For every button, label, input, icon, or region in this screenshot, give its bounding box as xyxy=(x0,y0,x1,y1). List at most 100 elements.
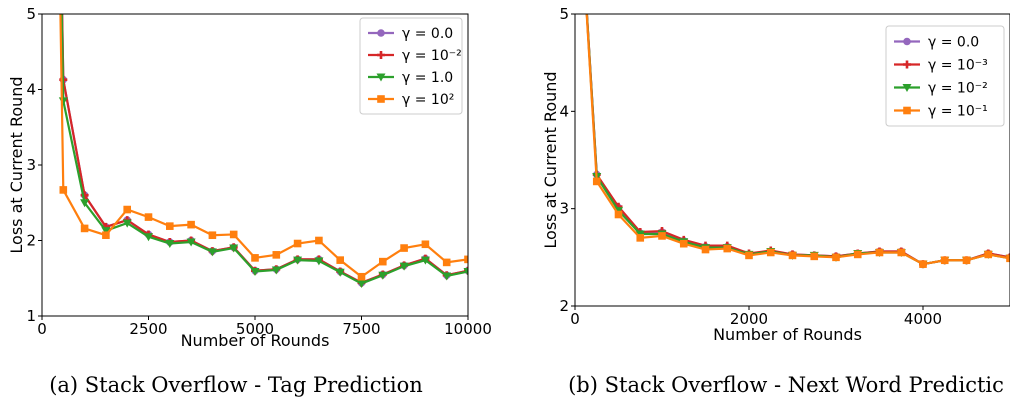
chart-a-x-axis-label: Number of Rounds xyxy=(181,331,330,350)
chart-a-series-3-point xyxy=(80,224,89,233)
chart-a-x-tick-label: 0 xyxy=(37,320,47,338)
chart-a-series-3-point xyxy=(442,258,451,267)
chart-a-series-3-point xyxy=(400,244,408,252)
chart-a-y-tick-label: 3 xyxy=(26,156,36,174)
chart-a-y-axis-label: Loss at Current Round xyxy=(7,76,26,253)
chart-a-series-3-point xyxy=(357,272,366,281)
chart-a-series-3-point xyxy=(187,220,195,229)
chart-a-legend-marker-3 xyxy=(377,95,385,103)
chart-a-series-3-point xyxy=(272,251,281,259)
chart-b-series-3-point xyxy=(723,244,732,253)
chart-b-x-tick-label: 4000 xyxy=(904,310,942,328)
chart-a-legend-entry-2: γ = 1.0 xyxy=(402,70,453,86)
chart-a-series-2-point xyxy=(271,266,281,275)
chart-a-series-3-point xyxy=(144,213,153,221)
chart-a-series-2-point xyxy=(186,238,196,247)
chart-a-y-tick-label: 2 xyxy=(26,232,36,250)
chart-b-series-3-point xyxy=(810,252,819,261)
chart-a-series-3-point xyxy=(464,255,468,264)
chart-b-series-3-point xyxy=(897,248,906,257)
chart-b-series-3-point xyxy=(940,256,949,265)
chart-a-series-2-point xyxy=(399,262,409,271)
chart-a-series-2-point xyxy=(335,268,345,277)
chart-b-legend-marker-3 xyxy=(903,106,911,115)
chart-b-series-3-point xyxy=(984,250,993,259)
chart-b-y-tick-label: 2 xyxy=(559,297,569,315)
chart-b-y-tick-label: 4 xyxy=(559,102,569,120)
chart-a-series-3-point xyxy=(293,239,302,248)
chart-a-series-2-point xyxy=(207,248,217,257)
chart-b-series-3-point xyxy=(636,234,645,242)
chart-b-legend-entry-2: γ = 10⁻² xyxy=(928,81,988,97)
chart-a-legend: γ = 0.0 γ = 10⁻² γ = 1.0 γ = 10² xyxy=(359,17,463,115)
chart-b-legend-marker-0 xyxy=(903,37,911,46)
chart-a-series-2-point xyxy=(101,227,111,236)
chart-a-caption: (a) Stack Overflow - Tag Prediction xyxy=(49,373,423,397)
chart-b-series-3-point xyxy=(614,210,623,219)
chart-a-series-2-point xyxy=(250,267,260,276)
chart-a-series-2-point xyxy=(420,256,430,265)
chart-a-series-3-point xyxy=(336,256,344,264)
chart-a-series-2-point xyxy=(357,280,366,289)
chart-b-series-3-point xyxy=(745,251,753,260)
chart-a-y-tick-label: 1 xyxy=(26,307,36,325)
chart-b-plot-area xyxy=(585,14,1010,269)
chart-b-legend-marker-1 xyxy=(903,60,911,69)
chart-a-series-3-point xyxy=(421,240,430,249)
chart-a-series-2-point xyxy=(122,219,132,228)
chart-a-x-tick-label: 5000 xyxy=(236,320,274,338)
chart-b-y-axis-label: Loss at Current Round xyxy=(541,71,560,248)
chart-b-legend-entry-1: γ = 10⁻³ xyxy=(928,58,988,74)
chart-a-x-tick-label: 7500 xyxy=(342,320,380,338)
chart-a-series-2-point xyxy=(442,272,452,281)
chart-a-series-2-point xyxy=(144,233,153,242)
chart-b-legend-entry-3: γ = 10⁻¹ xyxy=(928,104,988,120)
chart-b: 0 2000 4000 2 3 4 5 Number of Rounds Loss at Cur… xyxy=(541,5,1010,397)
chart-b-series-3-point xyxy=(919,260,927,268)
chart-a-legend-entry-1: γ = 10⁻² xyxy=(402,48,462,64)
chart-a-series-3-point xyxy=(102,231,110,240)
chart-a-series-3-point xyxy=(251,254,259,262)
chart-a-y-tick-label: 5 xyxy=(26,5,36,23)
chart-a-legend-entry-0: γ = 0.0 xyxy=(402,26,453,42)
chart-a-legend-marker-2 xyxy=(376,73,386,82)
chart-b-legend-entry-0: γ = 0.0 xyxy=(928,35,979,51)
chart-a-legend-marker-1 xyxy=(377,51,385,59)
chart-b-legend-box xyxy=(885,25,1005,127)
chart-a-series-2-point xyxy=(229,244,239,253)
chart-b-legend: γ = 0.0 γ = 10⁻³ γ = 10⁻² γ = 10⁻¹ xyxy=(885,25,1005,127)
chart-b-axes-frame xyxy=(574,13,1010,307)
chart-b-series-3-point xyxy=(701,245,710,254)
chart-a-x-tick-label: 10000 xyxy=(444,320,492,338)
chart-a-series-2-point xyxy=(314,257,324,266)
chart-a: 0 2500 5000 7500 10000 1 2 3 4 5 Number of Rounds L… xyxy=(7,5,492,397)
chart-b-y-tick-label: 5 xyxy=(559,5,569,23)
chart-a-plot-area xyxy=(58,14,468,289)
chart-a-series-2-point xyxy=(378,271,388,280)
chart-b-x-tick-label: 2000 xyxy=(730,310,768,328)
chart-b-series-3-point xyxy=(832,253,840,262)
chart-a-series-3-point xyxy=(379,257,387,266)
chart-a-series-3-point xyxy=(315,236,323,245)
chart-a-x-tick-label: 2500 xyxy=(129,320,167,338)
chart-b-series-3-point xyxy=(875,248,884,257)
chart-b-legend-marker-2 xyxy=(902,84,912,92)
chart-b-y-tick-label: 3 xyxy=(559,200,569,218)
chart-b-x-axis-label: Number of Rounds xyxy=(713,325,862,344)
chart-b-series-3-point xyxy=(679,239,688,248)
chart-a-series-3-point xyxy=(59,186,68,194)
chart-a-series-3-point xyxy=(123,205,131,214)
chart-b-x-tick-label: 0 xyxy=(570,310,580,328)
chart-b-series-3-point xyxy=(658,232,666,240)
chart-a-series-3-point xyxy=(208,231,217,240)
chart-b-series-3-point xyxy=(1006,254,1010,263)
chart-a-series-2-point xyxy=(293,256,303,265)
chart-a-series-3-point xyxy=(229,230,238,239)
chart-b-series-3-point xyxy=(592,177,601,186)
chart-b-caption: (b) Stack Overflow - Next Word Predictic xyxy=(568,373,1004,397)
chart-a-series-3-point xyxy=(166,222,174,230)
chart-b-series-3-point xyxy=(962,256,971,265)
chart-a-series-2-point xyxy=(463,267,468,276)
chart-b-series-3-point xyxy=(766,248,775,257)
chart-a-y-tick-label: 4 xyxy=(26,81,36,99)
